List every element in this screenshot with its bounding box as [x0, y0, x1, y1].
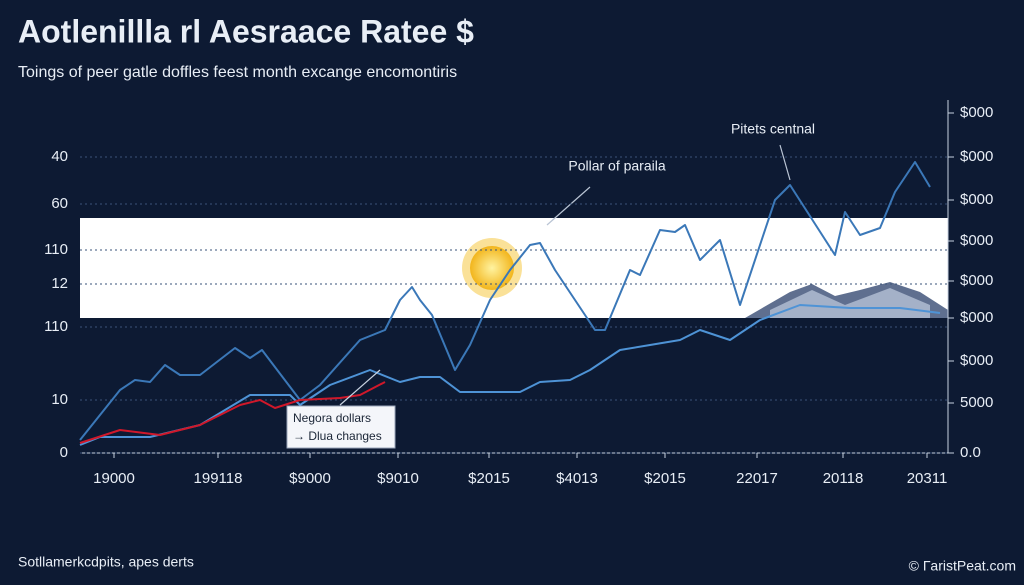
- annotation-arrow: [546, 186, 591, 226]
- y2-tick-label: $000: [960, 272, 993, 289]
- series-line: [79, 304, 941, 446]
- x-tick-label: 199118: [194, 470, 243, 487]
- chart-subtitle: Toings of peer gatle doffles feest month…: [18, 64, 457, 81]
- legend-arrow: [339, 369, 381, 406]
- x-tick-label: $2015: [644, 470, 686, 487]
- annotation: Pitets centnal: [731, 121, 815, 137]
- x-tick-label: $9000: [289, 470, 331, 487]
- y2-tick-label: 0.0: [960, 444, 981, 461]
- x-tick-label: $9010: [377, 470, 419, 487]
- y-tick-label: 40: [51, 148, 68, 165]
- chart-title: Aotlenillla rl Aesraace Ratee $: [18, 13, 474, 49]
- x-tick-label: $4013: [556, 470, 598, 487]
- annotation: Pollar of paraila: [568, 158, 665, 174]
- series-line: [79, 161, 931, 441]
- y2-tick-label: $000: [960, 352, 993, 369]
- y-tick-label: 110: [44, 318, 68, 335]
- y-tick-label: 0: [60, 444, 68, 461]
- y2-tick-label: $000: [960, 309, 993, 326]
- legend-box: [286, 405, 396, 449]
- series-line: [79, 381, 386, 444]
- x-tick-label: 20118: [823, 470, 864, 487]
- mountains-light: [770, 288, 930, 318]
- y2-tick-label: 5000: [960, 394, 993, 411]
- y2-tick-label: $000: [960, 232, 993, 249]
- x-tick-label: 20311: [907, 470, 948, 487]
- x-tick-label: 19000: [93, 470, 135, 487]
- y2-tick-label: $000: [960, 148, 993, 165]
- footer-left: Sotllamerkcdpits, apes derts: [18, 554, 194, 570]
- footer-right: © ГaristPeat.com: [909, 558, 1016, 574]
- y-tick-label: 60: [51, 195, 68, 212]
- annotation-arrow: [779, 144, 791, 181]
- y-tick-label: 10: [51, 391, 68, 408]
- y2-tick-label: $000: [960, 104, 993, 121]
- y-tick-label: 12: [51, 275, 68, 292]
- legend-label: Negоra dollars: [293, 411, 371, 425]
- sun: [462, 238, 522, 298]
- y2-tick-label: $000: [960, 191, 993, 208]
- y-tick-label: 110: [44, 241, 68, 258]
- legend-label: → Dlua changes: [293, 429, 382, 443]
- x-tick-label: 22017: [736, 470, 778, 487]
- x-tick-label: $2015: [468, 470, 510, 487]
